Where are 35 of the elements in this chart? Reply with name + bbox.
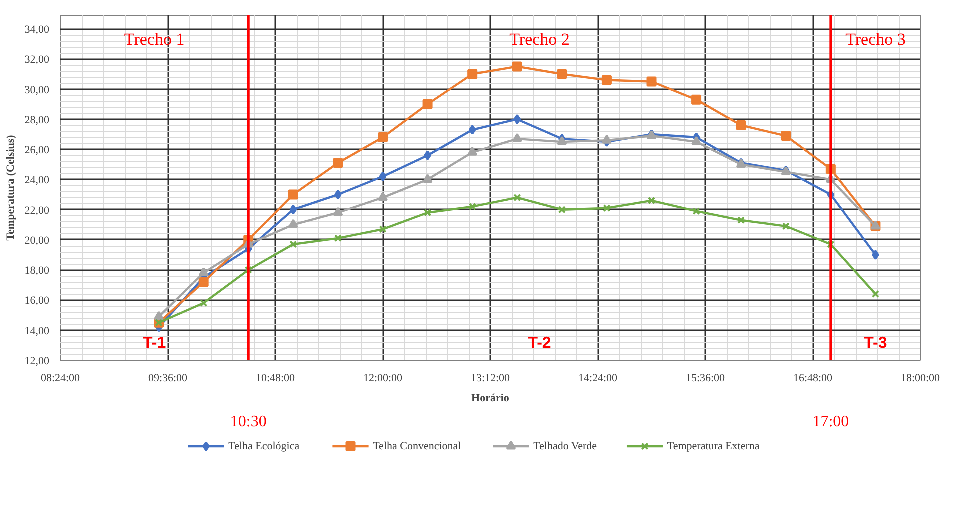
legend-label: Telhado Verde: [534, 440, 598, 452]
y-tick-label: 14,00: [24, 325, 50, 338]
y-tick-label: 18,00: [24, 265, 50, 278]
y-tick-label: 34,00: [24, 24, 50, 36]
x-tick-label: 18:00:00: [900, 372, 941, 384]
y-tick-label: 16,00: [24, 295, 50, 308]
annotation: T-3: [864, 334, 888, 352]
annotation: T-2: [528, 334, 552, 352]
annotation: T-1: [143, 334, 166, 352]
x-tick-label: 14:24:00: [578, 372, 618, 384]
y-tick-label: 22,00: [24, 204, 50, 217]
x-tick-label: 09:36:00: [148, 372, 188, 384]
ref-line-label: 17:00: [812, 414, 850, 430]
y-tick-label: 24,00: [24, 174, 50, 187]
x-tick-label: 08:24:00: [40, 372, 81, 384]
x-tick-label: 12:00:00: [363, 372, 404, 384]
legend-label: Telha Convencional: [373, 440, 462, 452]
x-tick-label: 13:12:00: [470, 372, 511, 384]
annotation: Trecho 3: [846, 30, 906, 50]
y-tick-label: 12,00: [24, 356, 50, 368]
legend-label: Temperatura Externa: [667, 440, 760, 452]
ref-line-label: 10:30: [230, 414, 267, 430]
y-tick-label: 26,00: [24, 144, 50, 157]
y-tick-label: 32,00: [24, 54, 50, 66]
x-tick-label: 10:48:00: [256, 372, 296, 384]
annotation: Trecho 1: [124, 30, 185, 50]
y-tick-label: 30,00: [24, 84, 50, 96]
annotation: Trecho 2: [510, 30, 570, 50]
legend-label: Telha Ecológica: [228, 440, 300, 452]
y-tick-label: 20,00: [24, 234, 50, 247]
y-tick-label: 28,00: [24, 114, 50, 126]
x-tick-label: 16:48:00: [793, 372, 834, 384]
x-axis-title: Horário: [472, 392, 510, 404]
x-tick-label: 15:36:00: [686, 372, 726, 384]
y-axis-title: Temperatura (Celsius): [4, 134, 17, 241]
